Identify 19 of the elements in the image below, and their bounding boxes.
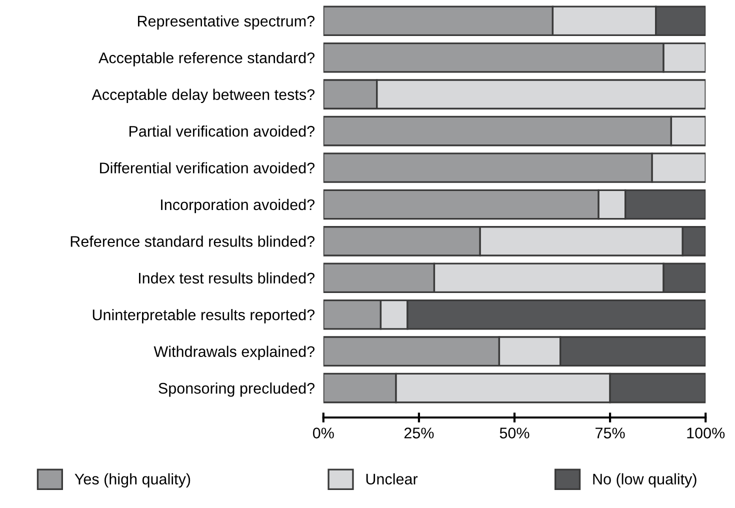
- legend-label: Unclear: [366, 473, 418, 485]
- y-tick-label: Uninterpretable results reported?: [92, 309, 315, 324]
- x-tick-label: 25%: [404, 428, 434, 438]
- y-tick-label: Acceptable delay between tests?: [92, 88, 315, 104]
- x-tick-label: 0%: [312, 428, 334, 438]
- y-tick-label: Incorporation avoided?: [161, 198, 315, 214]
- y-tick-label: Representative spectrum?: [138, 15, 315, 30]
- y-tick-label: Acceptable reference standard?: [98, 52, 315, 66]
- y-tick-label: Differential verification avoided?: [100, 162, 315, 174]
- x-tick-label: 100%: [687, 428, 725, 438]
- y-tick-label: Withdrawals explained?: [154, 346, 315, 360]
- legend-label: Yes (high quality): [74, 473, 190, 488]
- x-tick-label: 50%: [500, 428, 530, 438]
- y-tick-label: Sponsoring precluded?: [158, 382, 315, 397]
- y-tick-label: Partial verification avoided?: [130, 126, 315, 137]
- y-tick-label: Reference standard results blinded?: [70, 236, 315, 247]
- y-tick-label: Index test results blinded?: [138, 272, 315, 284]
- legend-label: No (low quality): [593, 473, 696, 488]
- x-tick-label: 75%: [596, 428, 625, 438]
